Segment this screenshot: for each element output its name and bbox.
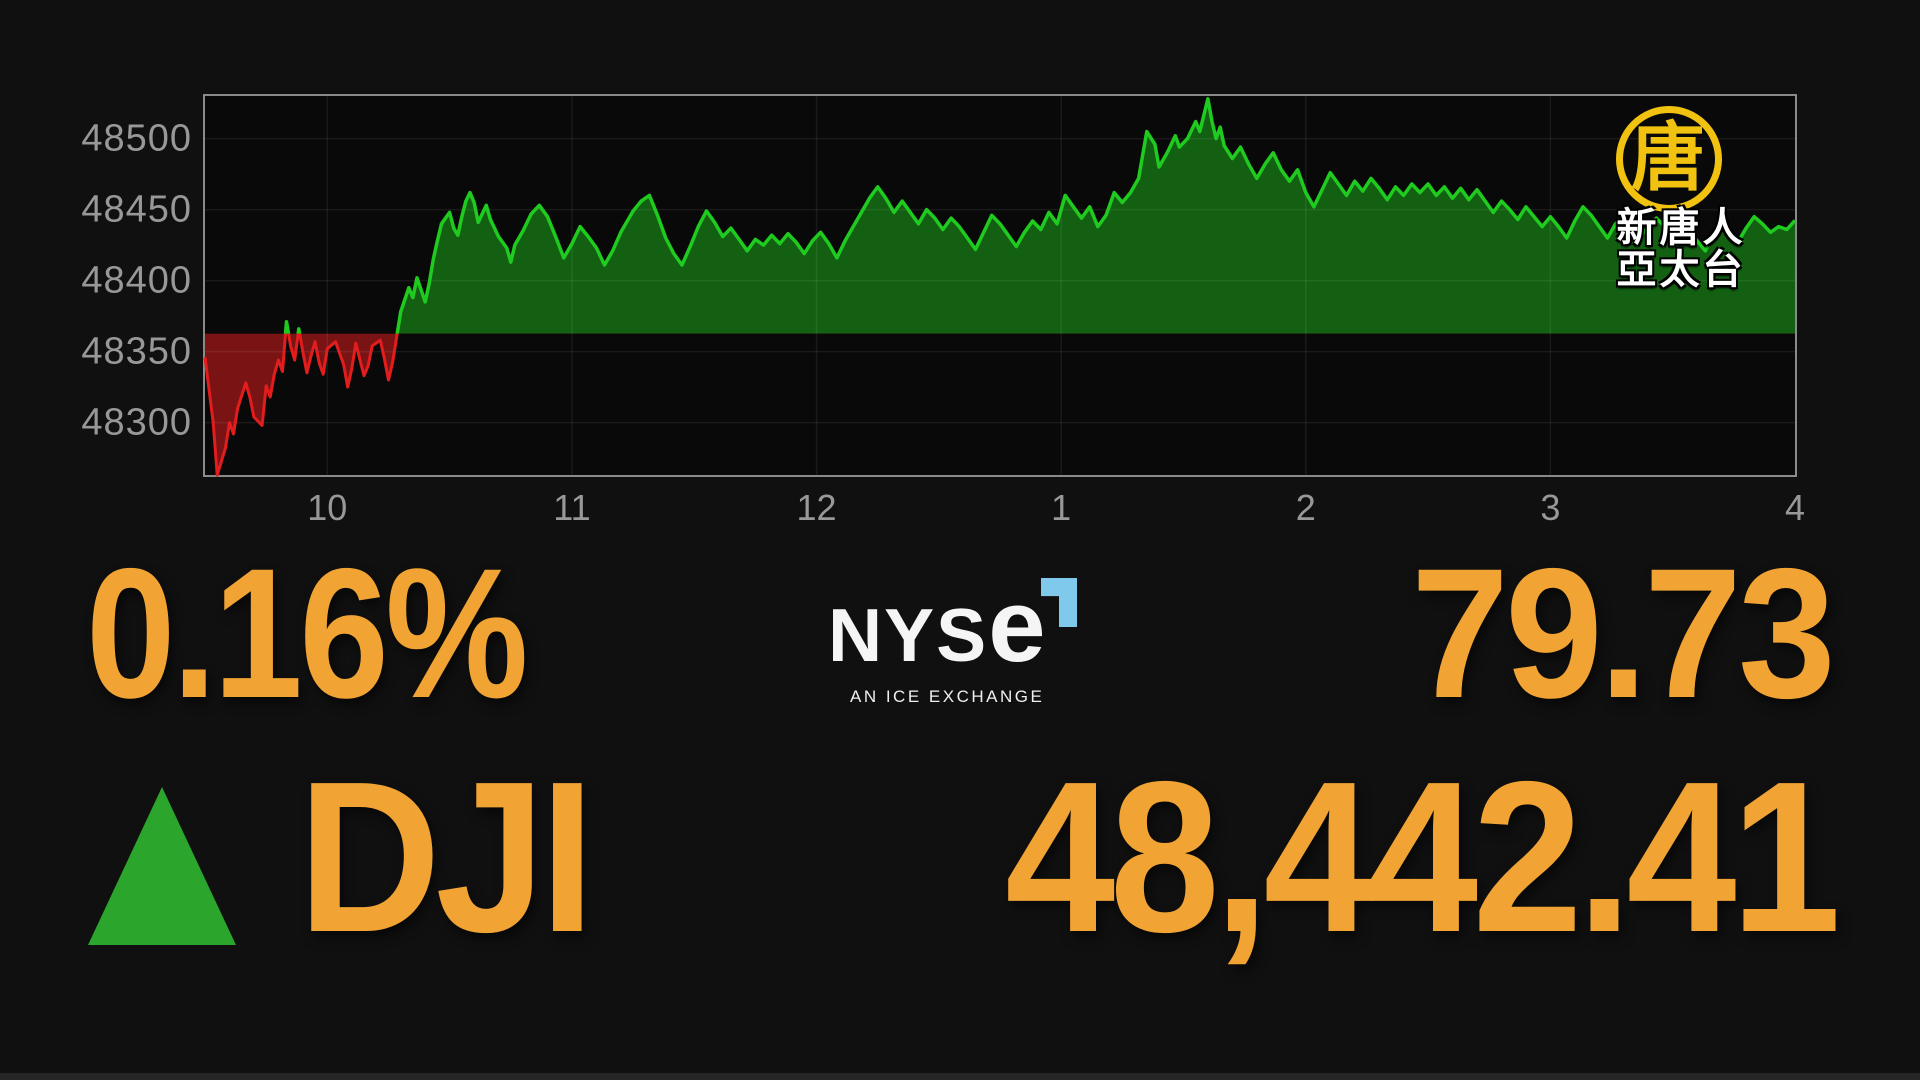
x-tick-label: 10 [307,487,348,528]
nyse-logo: NYSe AN ICE EXCHANGE [828,568,1088,707]
bottom-edge-strip [0,1073,1920,1080]
y-tick-label: 48400 [81,259,192,302]
y-tick-label: 48500 [81,117,192,160]
watermark-ring-icon [1616,106,1722,212]
x-tick-label: 1 [1051,487,1072,528]
watermark-tang-glyph-icon: 唐 [1631,115,1705,201]
price-chart [203,94,1797,477]
price-line-down [203,333,399,477]
x-tick-label: 11 [553,487,591,528]
nyse-wordmark: NYSe [828,568,1048,683]
watermark-line1: 新唐人 [1616,206,1746,250]
change-value: 79.73 [1411,531,1836,737]
change-percent: 0.16% [86,531,528,737]
x-tick-label: 3 [1540,487,1561,528]
area-fill-up [285,98,1795,334]
y-tick-label: 48350 [81,330,192,373]
x-tick-label: 12 [796,487,837,528]
y-tick-label: 48300 [81,401,192,444]
x-tick-label: 2 [1295,487,1316,528]
price-line-up [283,97,1797,334]
ticker-symbol: DJI [298,736,595,977]
up-arrow-icon [88,787,236,945]
last-price: 48,442.41 [1004,736,1841,977]
area-fill-down [205,333,1795,476]
watermark-line2: 亞太台 [1616,248,1746,292]
chart-canvas [203,96,1797,477]
x-tick-label: 4 [1784,487,1806,528]
nyse-tagline: AN ICE EXCHANGE [850,687,1045,706]
y-tick-label: 48450 [81,188,192,231]
